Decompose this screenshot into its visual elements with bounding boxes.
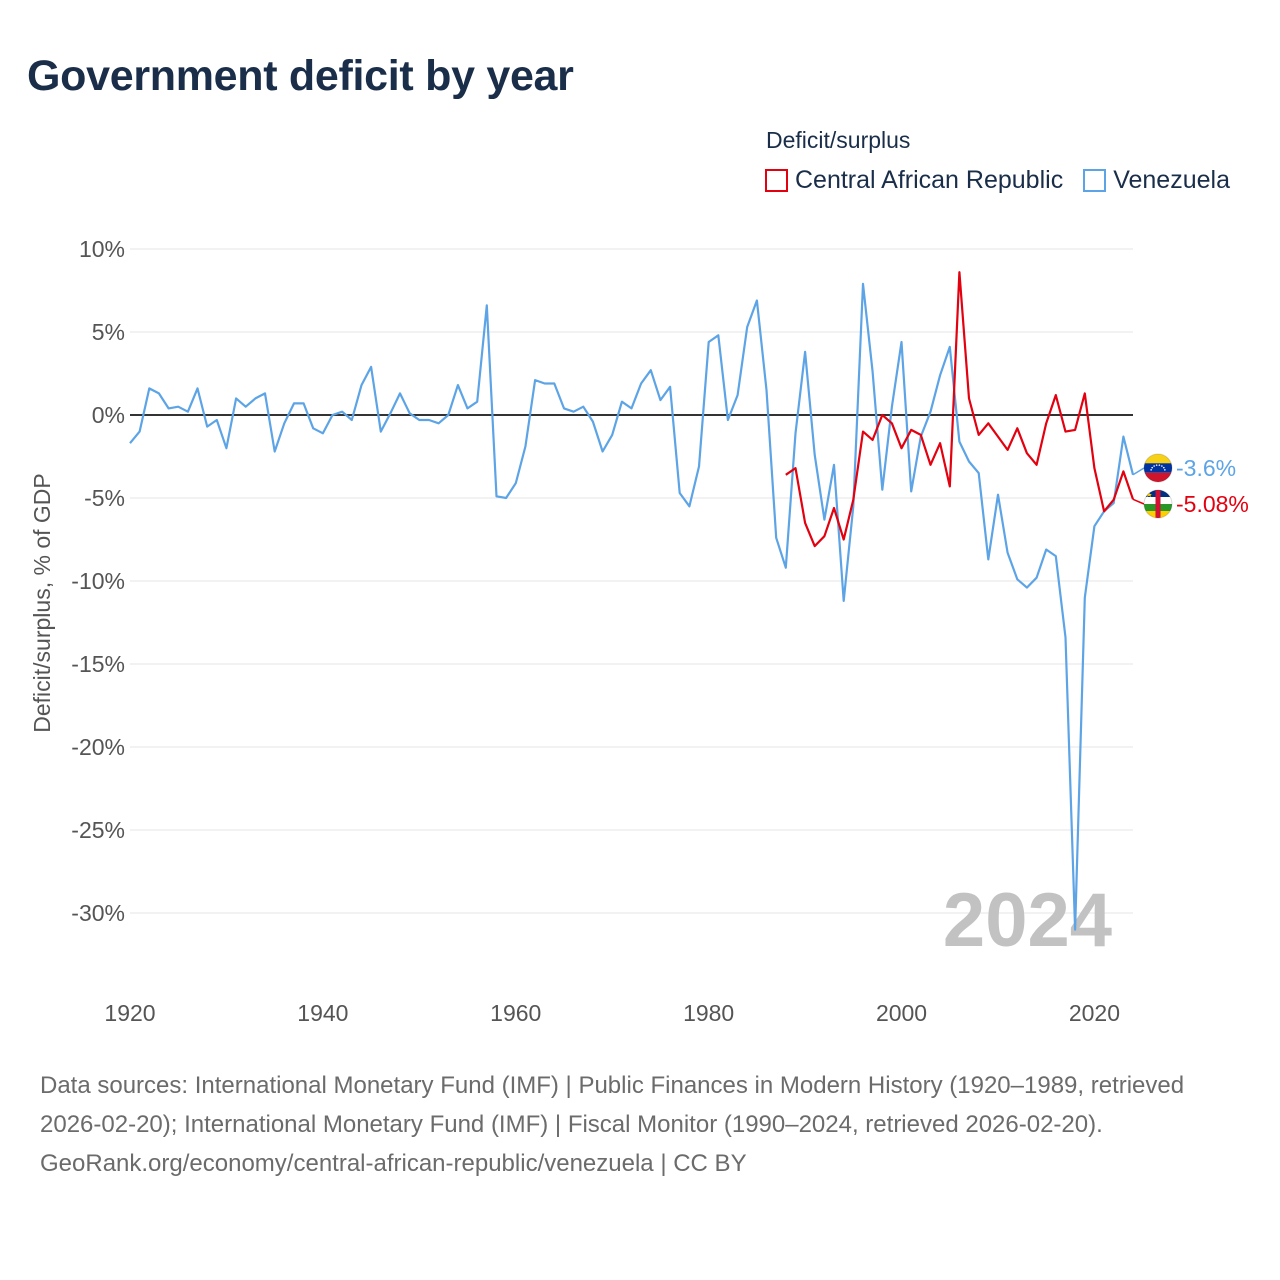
series-line-venezuela[interactable] [129, 282, 1135, 931]
attribution-link[interactable]: GeoRank.org/economy/central-african-repu… [40, 1150, 747, 1177]
sources-text: Data sources: International Monetary Fun… [40, 1072, 1185, 1138]
x-tick-label: 1960 [490, 1000, 541, 1026]
legend-swatch-central-african-republic [765, 169, 788, 192]
legend-swatch-venezuela [1083, 169, 1107, 192]
y-tick-label: 0% [92, 402, 125, 428]
series-end-markers: -3.6% -5.08% [1132, 453, 1249, 519]
chart-title: Government deficit by year [27, 52, 574, 100]
legend: Central African Republic Venezuela [765, 166, 1230, 195]
end-connector [1132, 498, 1145, 505]
end-connector [1132, 467, 1145, 476]
year-watermark: 2024 [943, 878, 1112, 963]
y-tick-label: -10% [71, 568, 125, 594]
y-tick-label: -15% [71, 651, 125, 677]
y-tick-label: -25% [71, 817, 125, 843]
line-chart: 10%5%0%-5%-10%-15%-20%-25%-30% 1920 1940 1… [29, 236, 1249, 1026]
legend-title: Deficit/surplus [766, 127, 911, 153]
legend-item-central-african-republic[interactable]: Central African Republic [765, 166, 1063, 195]
y-tick-label: -5% [84, 485, 125, 511]
x-tick-label: 1980 [683, 1000, 734, 1026]
legend-item-venezuela[interactable]: Venezuela [1083, 166, 1230, 195]
x-tick-label: 1940 [297, 1000, 348, 1026]
y-axis-label: Deficit/surplus, % of GDP [29, 473, 55, 732]
y-tick-label: 5% [92, 319, 125, 345]
x-tick-label: 1920 [104, 1000, 155, 1026]
x-tick-label: 2000 [876, 1000, 927, 1026]
y-axis-ticks: 10% 5% 0% -5% -10% -15% -20% -25% -30% [71, 236, 125, 926]
x-axis-ticks: 1920 1940 1960 1980 2000 2020 [104, 1000, 1120, 1026]
y-tick-label: -20% [71, 734, 125, 760]
legend-label-venezuela: Venezuela [1113, 166, 1230, 194]
legend-label-central-african-republic: Central African Republic [795, 166, 1064, 194]
end-value-label: -5.08% [1176, 491, 1249, 517]
data-sources: Data sources: International Monetary Fun… [40, 1066, 1240, 1183]
series-line-central-african-republic[interactable] [785, 271, 1135, 548]
gridlines [130, 248, 1133, 914]
central-african-republic-flag [1143, 489, 1173, 519]
end-value-label: -3.6% [1176, 455, 1236, 481]
venezuela-flag [1143, 453, 1173, 483]
y-tick-label: 10% [79, 236, 125, 262]
series-lines [129, 271, 1135, 931]
x-tick-label: 2020 [1069, 1000, 1120, 1026]
y-tick-label: -30% [71, 900, 125, 926]
